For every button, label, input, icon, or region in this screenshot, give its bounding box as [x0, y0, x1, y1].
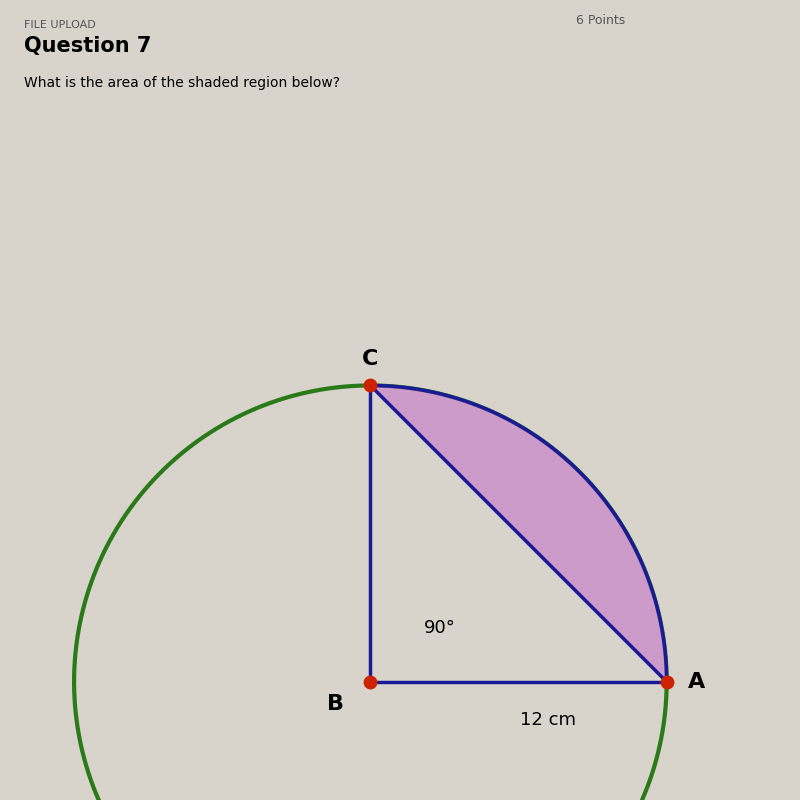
Text: 6 Points: 6 Points — [576, 14, 626, 26]
Text: B: B — [326, 694, 344, 714]
Text: C: C — [362, 349, 378, 369]
Text: Question 7: Question 7 — [24, 36, 151, 56]
Polygon shape — [370, 386, 666, 682]
Text: FILE UPLOAD: FILE UPLOAD — [24, 20, 96, 30]
Text: A: A — [687, 672, 705, 692]
Text: 90°: 90° — [424, 619, 455, 638]
Text: What is the area of the shaded region below?: What is the area of the shaded region be… — [24, 76, 340, 90]
Text: 12 cm: 12 cm — [520, 711, 576, 730]
